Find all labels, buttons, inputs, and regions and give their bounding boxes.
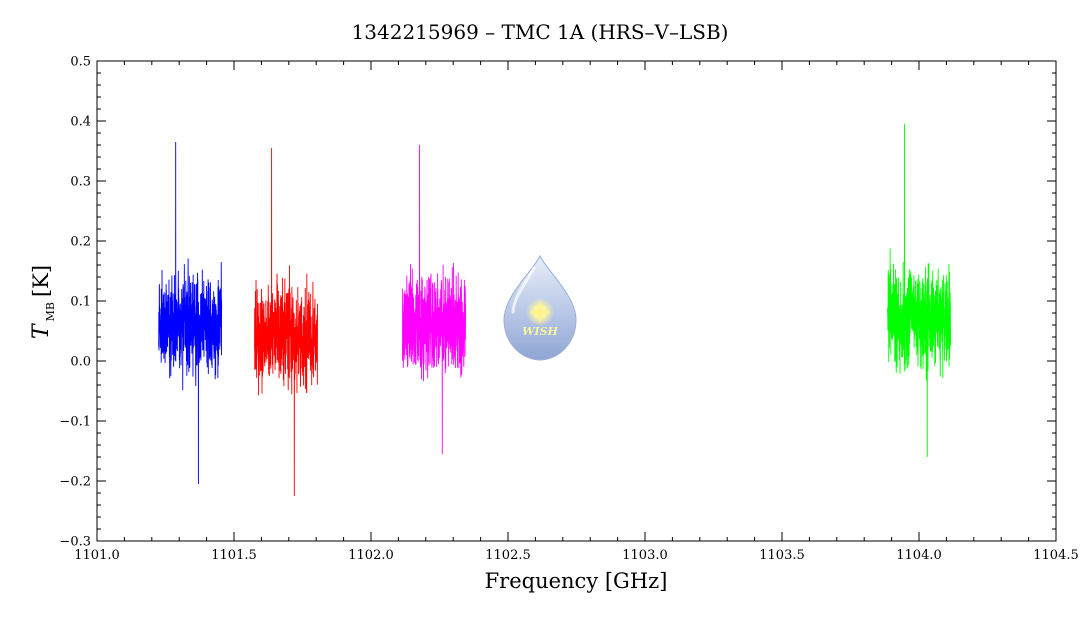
svg-text:TMB[K]: TMB [K] <box>29 265 57 339</box>
y-axis-title-main: T <box>29 322 54 339</box>
y-axis-title-unit: [K] <box>29 265 53 297</box>
y-tick-label: 0.3 <box>70 175 91 190</box>
x-tick-label: 1103.5 <box>759 548 805 563</box>
x-tick-label: 1101.0 <box>74 548 120 563</box>
chart-title: 1342215969 – TMC 1A (HRS–V–LSB) <box>352 20 729 44</box>
spectrum-series-2 <box>255 148 318 496</box>
y-axis-title-sub: MB <box>44 302 57 321</box>
y-tick-label: 0.0 <box>70 355 91 370</box>
y-tick-label: 0.1 <box>70 295 91 310</box>
y-tick-label: −0.1 <box>59 415 91 430</box>
y-tick-label: −0.2 <box>59 475 91 490</box>
x-tick-label: 1103.0 <box>622 548 668 563</box>
spectrum-series-3 <box>403 145 466 454</box>
spectrum-series-4 <box>887 124 950 457</box>
wish-logo: WISH <box>504 256 576 360</box>
x-tick-label: 1104.0 <box>896 548 942 563</box>
x-axis-title: Frequency [GHz] <box>485 569 668 593</box>
y-axis-title: TMB [K] <box>29 265 57 339</box>
y-tick-label: 0.4 <box>70 115 91 130</box>
x-tick-label: 1102.5 <box>485 548 531 563</box>
spectrum-series-1 <box>159 142 222 484</box>
y-tick-label: −0.3 <box>59 535 91 550</box>
x-tick-label: 1101.5 <box>211 548 257 563</box>
x-tick-label: 1104.5 <box>1033 548 1079 563</box>
y-tick-label: 0.2 <box>70 235 91 250</box>
x-tick-label: 1102.0 <box>348 548 394 563</box>
wish-logo-text: WISH <box>522 325 558 338</box>
y-tick-label: 0.5 <box>70 55 91 70</box>
